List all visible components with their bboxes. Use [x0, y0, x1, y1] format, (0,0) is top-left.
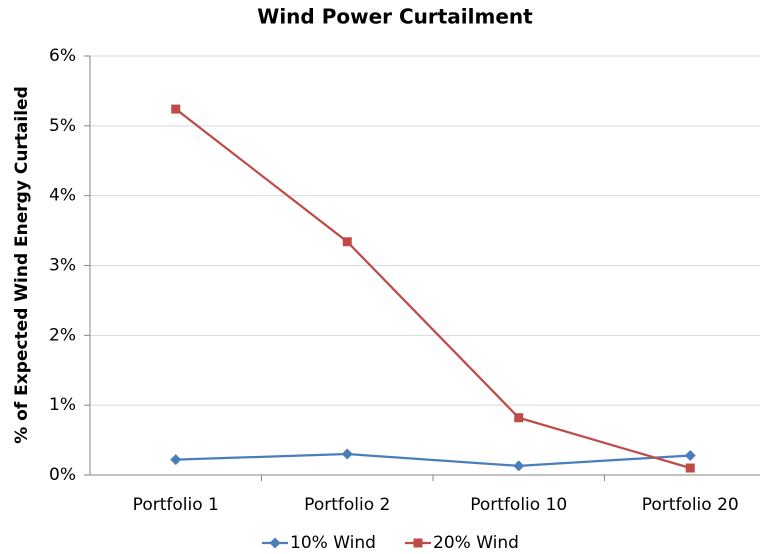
- y-tick-label: 5%: [49, 116, 76, 136]
- legend-label: 20% Wind: [433, 533, 519, 553]
- y-tick-label: 3%: [49, 256, 76, 276]
- chart-title: Wind Power Curtailment: [257, 5, 533, 29]
- y-tick-label: 6%: [49, 46, 76, 66]
- series-line: [175, 108, 691, 470]
- legend-label: 10% Wind: [290, 533, 376, 553]
- legend-marker: [413, 538, 423, 548]
- y-tick-label: 0%: [49, 465, 76, 485]
- data-point: [342, 237, 352, 247]
- data-point: [513, 460, 525, 472]
- x-tick-label: Portfolio 10: [470, 495, 567, 515]
- x-tick-label: Portfolio 1: [133, 495, 219, 515]
- x-tick-label: Portfolio 2: [304, 495, 390, 515]
- data-point: [514, 413, 524, 423]
- data-point: [171, 104, 181, 114]
- y-axis-label: % of Expected Wind Energy Curtailed: [12, 86, 32, 444]
- data-point: [170, 454, 182, 466]
- data-point: [341, 448, 353, 460]
- legend-marker: [269, 537, 281, 549]
- y-tick-label: 4%: [49, 186, 76, 206]
- data-point: [685, 463, 695, 473]
- y-tick-label: 1%: [49, 395, 76, 415]
- x-tick-label: Portfolio 20: [642, 495, 739, 515]
- y-tick-label: 2%: [49, 325, 76, 345]
- data-point: [684, 449, 696, 461]
- series-line: [175, 452, 691, 468]
